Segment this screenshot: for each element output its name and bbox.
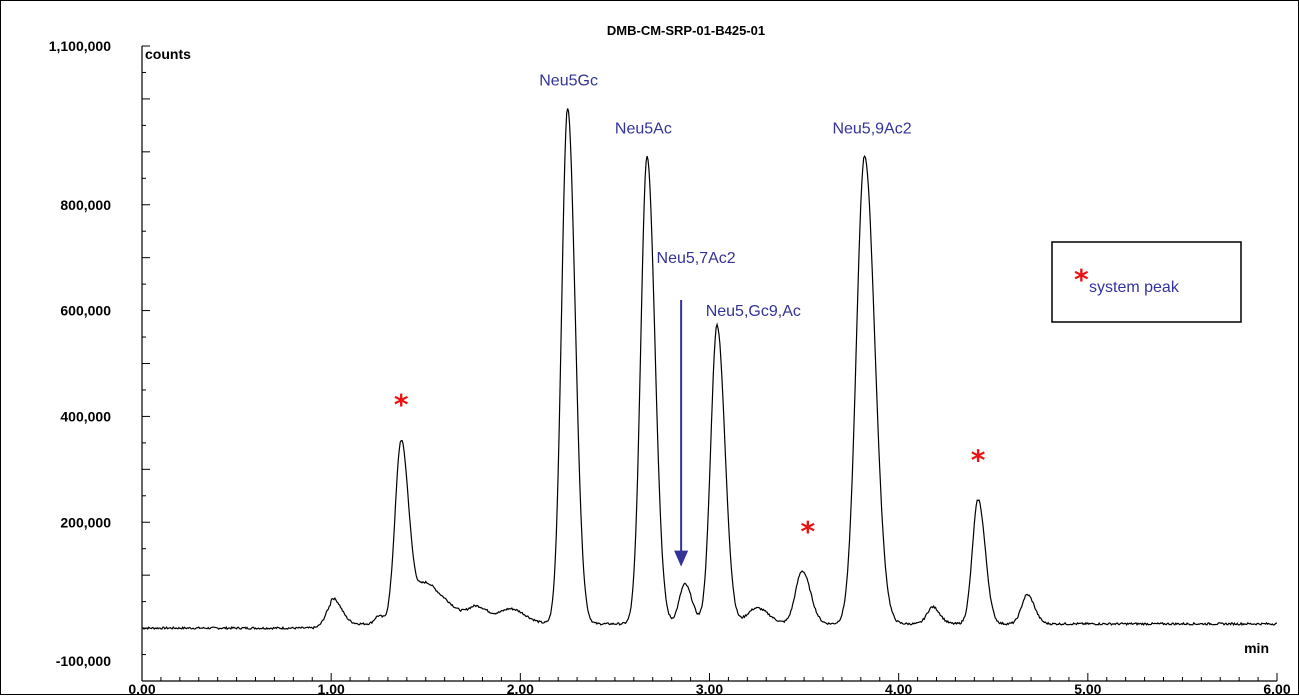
peak-label: Neu5,7Ac2 bbox=[657, 250, 736, 267]
chromatogram-trace bbox=[141, 108, 1278, 631]
x-tick-label: 6.00 bbox=[1263, 681, 1290, 696]
system-peak-marker: * bbox=[801, 515, 816, 548]
y-tick-label: 800,000 bbox=[60, 197, 111, 213]
y-axis-label: counts bbox=[145, 46, 191, 62]
x-tick-label: 0.00 bbox=[128, 681, 155, 696]
system-peak-marker: * bbox=[394, 388, 409, 421]
chart-title: DMB-CM-SRP-01-B425-01 bbox=[607, 23, 765, 38]
peak-label: Neu5,Gc9,Ac bbox=[706, 303, 801, 320]
peak-label: Neu5,9Ac2 bbox=[832, 120, 911, 137]
legend-box bbox=[1051, 241, 1242, 323]
system-peak-marker: * bbox=[971, 443, 986, 476]
peak-label: Neu5Gc bbox=[539, 73, 598, 90]
peak-labels: Neu5Gc Neu5Ac Neu5,7Ac2 Neu5,Gc9,Ac Neu5,9Ac… bbox=[394, 73, 986, 567]
legend-text: system peak bbox=[1089, 279, 1180, 296]
legend-marker: * bbox=[1074, 263, 1089, 296]
x-tick-label: 5.00 bbox=[1074, 681, 1101, 696]
y-tick-label: 1,100,000 bbox=[49, 38, 111, 54]
axes bbox=[141, 46, 1277, 682]
peak-label: Neu5Ac bbox=[615, 120, 672, 137]
x-tick-label: 1.00 bbox=[318, 681, 345, 696]
y-tick-label: 400,000 bbox=[60, 408, 111, 424]
x-tick-label: 4.00 bbox=[885, 681, 912, 696]
x-axis-label: min bbox=[1244, 640, 1269, 656]
arrow-head bbox=[674, 550, 689, 567]
y-tick-label: 600,000 bbox=[60, 303, 111, 319]
tick-group: 0.00 1.00 2.00 3.00 4.00 5.00 6.00 1,100,000 800… bbox=[49, 38, 1291, 696]
x-tick-label: 2.00 bbox=[507, 681, 534, 696]
y-tick-label: -100,000 bbox=[56, 653, 111, 669]
x-tick-label: 3.00 bbox=[696, 681, 723, 696]
legend: * system peak bbox=[1051, 241, 1242, 323]
trace-layer bbox=[141, 108, 1278, 631]
y-tick-label: 200,000 bbox=[60, 514, 111, 530]
